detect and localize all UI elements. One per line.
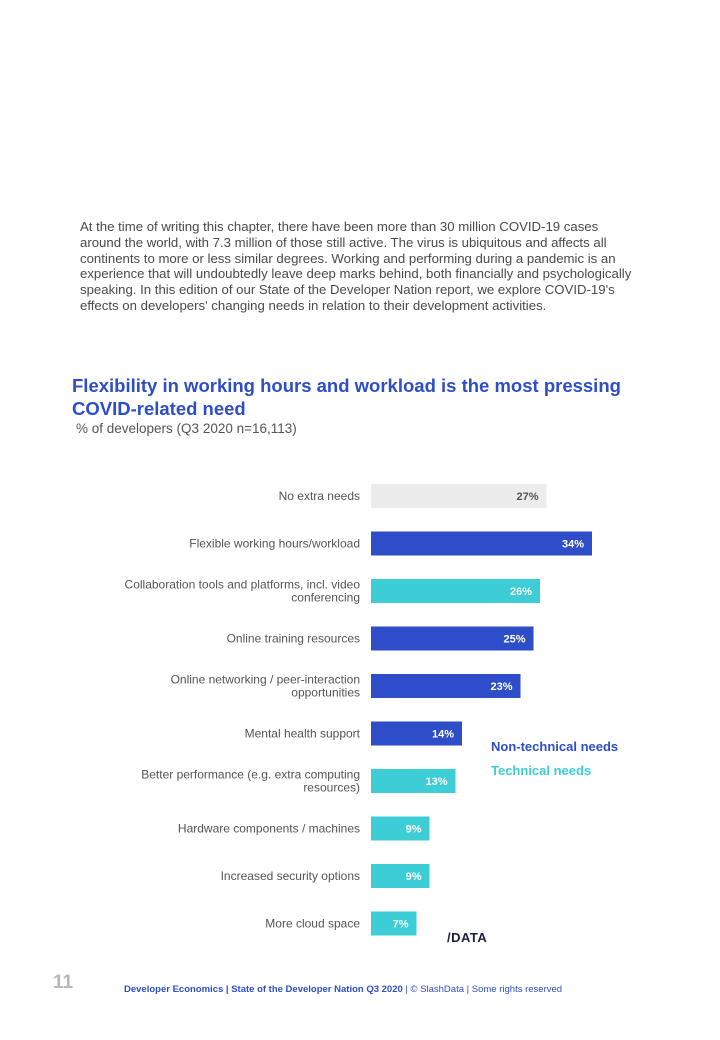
bar-1 xyxy=(371,484,547,508)
intro-paragraph: At the time of writing this chapter, the… xyxy=(80,219,632,313)
category-label-1: No extra needs xyxy=(279,489,360,503)
bar-8 xyxy=(371,816,430,841)
footer-rights: Some rights reserved xyxy=(471,984,563,995)
bar-value-label-8: 9% xyxy=(406,824,422,836)
footer-separator-2: | xyxy=(464,984,472,995)
bar-value-label-7: 13% xyxy=(425,776,447,788)
bar-7 xyxy=(371,769,456,793)
category-label-5: Online networking / peer-interaction oppo… xyxy=(171,673,360,700)
page-number: 11 xyxy=(53,972,74,993)
chart-title: Flexibility in working hours and workloa… xyxy=(72,375,621,419)
category-label-6: Mental health support xyxy=(245,727,361,741)
bar-chart: 27% No extra needs 34% Flexible working hou… xyxy=(125,484,592,936)
chart-legend: Non-technical needs Technical needs xyxy=(491,737,618,785)
bar-2 xyxy=(371,531,592,556)
bar-value-label-5: 23% xyxy=(490,681,512,693)
page-footer: Developer Economics | State of the Devel… xyxy=(124,984,562,995)
chart-subtitle: % of developers (Q3 2020 n=16,113) xyxy=(76,421,297,436)
category-label-4: Online training resources xyxy=(227,632,360,646)
category-label-2: Flexible working hours/workload xyxy=(189,537,360,551)
category-label-9: Increased security options xyxy=(221,869,360,883)
legend-non-technical: Non-technical needs xyxy=(491,739,619,754)
footer-separator-1: | xyxy=(402,984,411,995)
bar-value-label-2: 34% xyxy=(562,539,584,551)
bar-9 xyxy=(371,864,430,888)
bar-value-label-9: 9% xyxy=(406,871,422,883)
bar-3 xyxy=(371,579,540,603)
bar-10 xyxy=(371,911,417,936)
bar-6 xyxy=(371,721,462,746)
bar-value-label-6: 14% xyxy=(432,729,454,741)
bar-value-label-1: 27% xyxy=(516,491,538,503)
slashdata-logo: /DATA xyxy=(447,930,488,945)
bar-5 xyxy=(371,674,521,698)
footer-copyright: © SlashData xyxy=(410,984,465,995)
category-label-7: Better performance (e.g. extra computing… xyxy=(141,768,360,795)
footer-publication: Developer Economics | State of the Devel… xyxy=(124,984,403,995)
bar-value-label-10: 7% xyxy=(393,919,409,931)
category-label-10: More cloud space xyxy=(265,917,360,931)
bar-value-label-4: 25% xyxy=(503,634,525,646)
bar-value-label-3: 26% xyxy=(510,586,532,598)
legend-technical: Technical needs xyxy=(491,763,592,778)
category-label-3: Collaboration tools and platforms, incl.… xyxy=(125,578,361,605)
category-label-8: Hardware components / machines xyxy=(178,822,360,836)
bar-4 xyxy=(371,626,534,651)
